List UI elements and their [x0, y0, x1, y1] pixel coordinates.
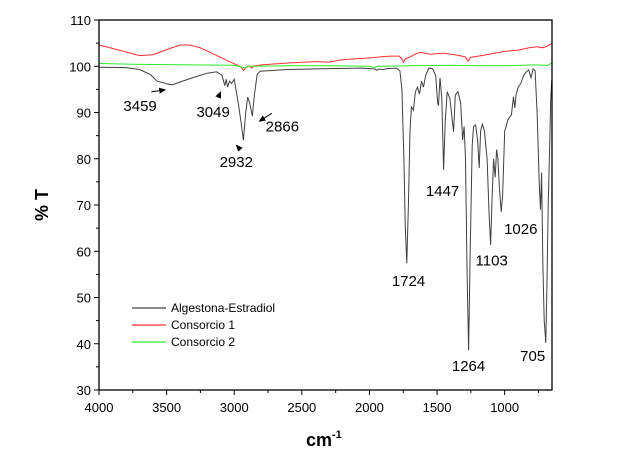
y-tick-label: 50	[77, 291, 91, 306]
y-tick-label: 60	[77, 244, 91, 259]
y-tick-label: 40	[77, 337, 91, 352]
x-axis-label-superscript: -1	[332, 429, 342, 441]
peak-arrow	[215, 91, 222, 99]
y-tick-label: 70	[77, 198, 91, 213]
x-tick-label: 2000	[355, 400, 384, 415]
peak-arrow	[235, 144, 243, 152]
series-line-consorcio-1	[98, 43, 552, 72]
series-line-consorcio-2	[98, 62, 553, 69]
y-axis-label: % T	[32, 189, 52, 221]
peak-label: 2932	[220, 154, 253, 171]
x-tick-label: 2500	[287, 400, 316, 415]
series-layer	[98, 43, 553, 351]
peak-label: 1264	[452, 358, 485, 375]
y-tick-label: 100	[69, 59, 91, 74]
peak-label: 3049	[196, 104, 229, 121]
legend-label: Consorcio 1	[171, 318, 235, 332]
y-tick-label: 90	[77, 106, 91, 121]
legend-label: Consorcio 2	[171, 335, 235, 349]
x-tick-label: 3000	[220, 400, 249, 415]
x-tick-label: 3500	[152, 400, 181, 415]
peak-label: 1447	[426, 183, 459, 200]
x-axis-label: cm-1	[306, 429, 342, 450]
x-axis-label-base: cm	[306, 430, 332, 450]
y-tick-label: 30	[77, 383, 91, 398]
peak-label: 1103	[476, 253, 508, 270]
axes-layer: 4000 3500 3000 2500 2000 1500 1000 30 40 50 60 70 80…	[69, 13, 539, 415]
peak-label: 2866	[266, 118, 299, 135]
peak-label: 1026	[504, 221, 537, 238]
plot-frame	[98, 19, 553, 391]
peak-label: 1724	[392, 273, 425, 290]
series-line-algestona-estradiol	[98, 66, 553, 351]
y-tick-label: 80	[77, 152, 91, 167]
annotation-layer: 3459 3049 2932 2866 1724 1447 1264 1103 1026 705	[123, 87, 545, 375]
x-tick-label: 1500	[423, 400, 452, 415]
peak-label: 705	[520, 348, 545, 365]
y-tick-label: 110	[70, 13, 91, 28]
peak-arrow	[258, 112, 273, 122]
x-tick-label: 4000	[85, 400, 114, 415]
legend: Algestona-Estradiol Consorcio 1 Consorcio …	[132, 301, 275, 349]
peak-arrow	[151, 87, 167, 94]
legend-label: Algestona-Estradiol	[171, 301, 275, 315]
x-tick-label: 1000	[490, 400, 519, 415]
peak-label: 3459	[123, 98, 156, 115]
